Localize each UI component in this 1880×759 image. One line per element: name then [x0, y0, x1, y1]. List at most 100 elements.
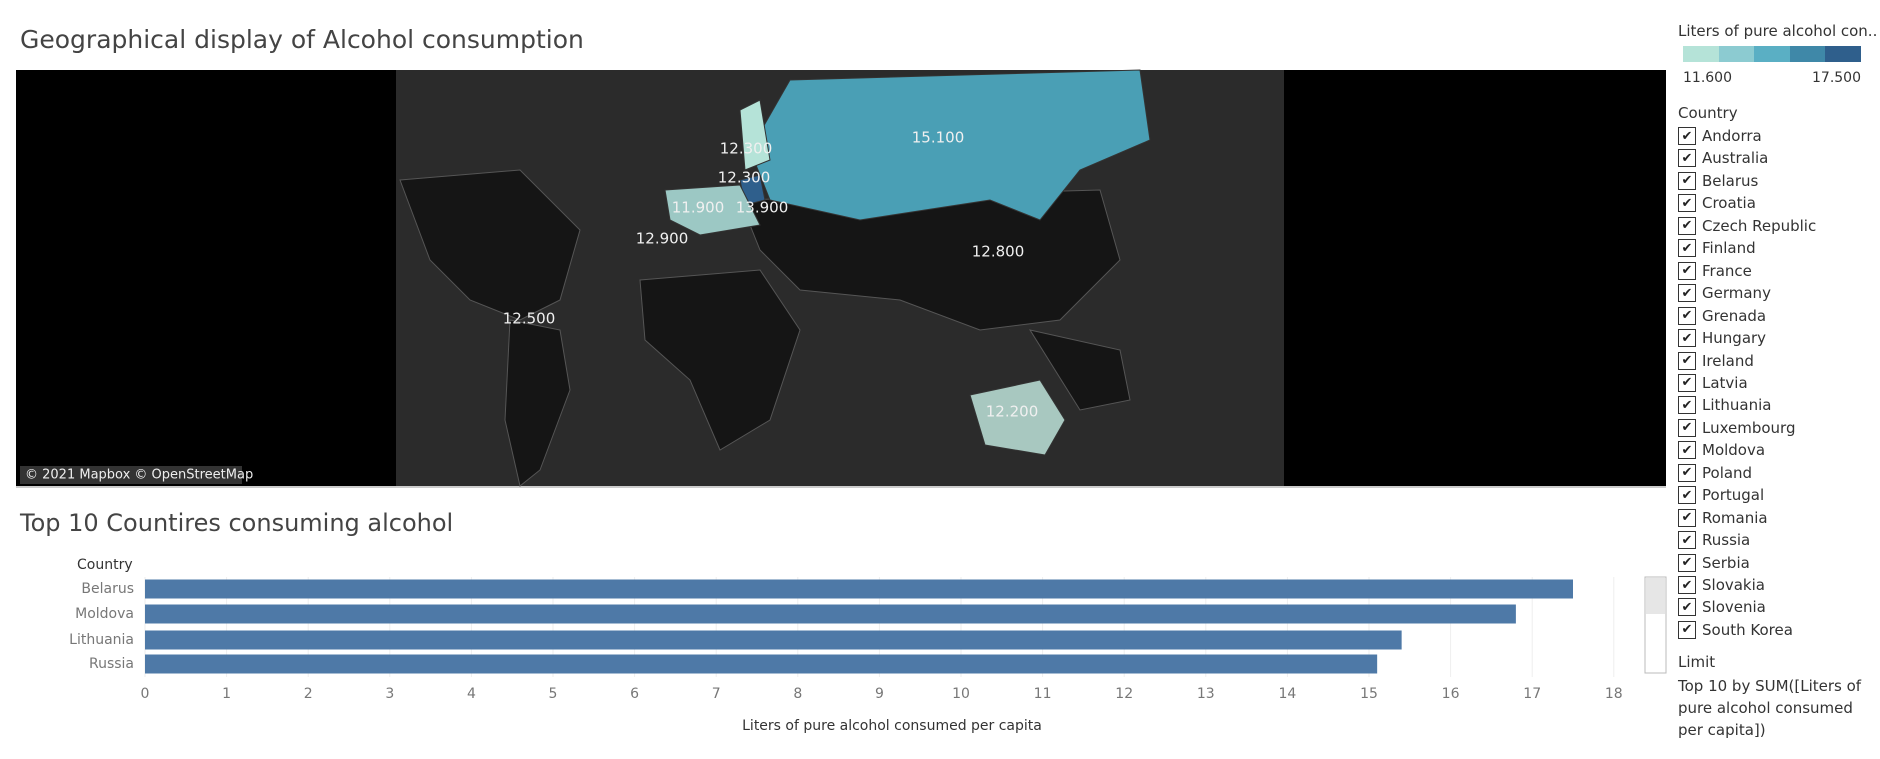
filter-label: Ireland: [1702, 351, 1754, 370]
filter-label: Grenada: [1702, 306, 1767, 325]
filter-item[interactable]: ✔ Latvia: [1678, 372, 1748, 394]
legend-title: Liters of pure alcohol con..: [1678, 22, 1878, 40]
scroll-thumb[interactable]: [1646, 578, 1665, 614]
x-tick-label: 15: [1360, 686, 1378, 702]
checkbox[interactable]: ✔: [1678, 598, 1696, 617]
x-tick-label: 8: [793, 686, 802, 702]
map-label: 12.900: [636, 230, 689, 248]
filter-item[interactable]: ✔ Portugal: [1678, 484, 1764, 506]
filter-item[interactable]: ✔ Luxembourg: [1678, 417, 1796, 439]
checkbox[interactable]: ✔: [1678, 486, 1696, 505]
filter-label: Lithuania: [1702, 396, 1772, 415]
filter-item[interactable]: ✔ Czech Republic: [1678, 215, 1816, 237]
checkbox[interactable]: ✔: [1678, 553, 1696, 572]
landmasses: [399, 169, 1131, 487]
map-title: Geographical display of Alcohol consumpt…: [20, 25, 584, 54]
map-label: 12.200: [986, 403, 1039, 421]
filter-item[interactable]: ✔ Grenada: [1678, 305, 1766, 327]
filter-label: Andorra: [1702, 127, 1762, 145]
ramp-swatch: [1825, 46, 1861, 62]
checkbox[interactable]: ✔: [1678, 441, 1696, 460]
filter-item[interactable]: ✔ Moldova: [1678, 439, 1765, 461]
x-tick-label: 6: [630, 686, 639, 702]
filter-item[interactable]: ✔ Romania: [1678, 507, 1768, 529]
filter-label: Slovakia: [1702, 576, 1765, 594]
filter-label: Portugal: [1702, 486, 1765, 505]
ramp-swatch: [1754, 46, 1790, 62]
filter-item[interactable]: ✔ Russia: [1678, 529, 1750, 551]
bar: [145, 604, 1516, 624]
y-axis-title: Country: [77, 557, 133, 573]
filter-item[interactable]: ✔ Slovakia: [1678, 574, 1765, 596]
attribution: © 2021 Mapbox © OpenStreetMap: [25, 468, 253, 483]
bar: [145, 579, 1573, 599]
checkbox[interactable]: ✔: [1678, 284, 1696, 303]
filter-item[interactable]: ✔ Ireland: [1678, 350, 1754, 372]
filter-label: Serbia: [1702, 553, 1750, 572]
checkbox[interactable]: ✔: [1678, 620, 1696, 639]
checkbox[interactable]: ✔: [1678, 216, 1696, 235]
filter-item[interactable]: ✔ Serbia: [1678, 552, 1750, 574]
checkbox[interactable]: ✔: [1678, 351, 1696, 370]
x-tick-label: 3: [385, 686, 394, 702]
filter-label: South Korea: [1702, 620, 1793, 639]
checkbox[interactable]: ✔: [1678, 261, 1696, 280]
map-label: 12.500: [503, 310, 556, 328]
legend-min: 11.600: [1683, 70, 1732, 86]
bar: [145, 630, 1402, 650]
x-tick-label: 13: [1197, 686, 1215, 702]
filter-item[interactable]: ✔ Belarus: [1678, 170, 1758, 192]
filter-item[interactable]: ✔ Hungary: [1678, 327, 1766, 349]
filter-label: Russia: [1702, 531, 1751, 550]
checkbox[interactable]: ✔: [1678, 508, 1696, 527]
limit-text: Top 10 by SUM([Liters of pure alcohol co…: [1678, 677, 1862, 739]
x-tick-label: 14: [1278, 686, 1296, 702]
map-label: 11.900: [672, 199, 725, 217]
x-tick-label: 1: [222, 686, 231, 702]
checkbox[interactable]: ✔: [1678, 239, 1696, 258]
filter-item[interactable]: ✔ Slovenia: [1678, 596, 1766, 618]
checkbox[interactable]: ✔: [1678, 171, 1696, 190]
x-tick-label: 9: [875, 686, 884, 702]
checkbox[interactable]: ✔: [1678, 463, 1696, 482]
filter-item[interactable]: ✔ Poland: [1678, 462, 1752, 484]
checkbox[interactable]: ✔: [1678, 329, 1696, 348]
checkbox[interactable]: ✔: [1678, 149, 1696, 168]
attribution-box: [20, 466, 242, 484]
filter-item[interactable]: ✔ Australia: [1678, 147, 1768, 169]
checkbox[interactable]: ✔: [1678, 576, 1696, 594]
x-tick-label: 12: [1115, 686, 1133, 702]
filter-label: Finland: [1702, 239, 1756, 258]
filter-item[interactable]: ✔ South Korea: [1678, 619, 1793, 641]
checkbox[interactable]: ✔: [1678, 306, 1696, 325]
checkbox[interactable]: ✔: [1678, 194, 1696, 213]
x-axis-title: Liters of pure alcohol consumed per capi…: [742, 718, 1042, 734]
limit-title: Limit: [1678, 653, 1716, 671]
checkbox[interactable]: ✔: [1678, 373, 1696, 392]
map-label: 12.300: [720, 140, 773, 158]
x-tick-label: 4: [467, 686, 476, 702]
filter-label: Slovenia: [1702, 598, 1766, 617]
x-tick-label: 16: [1442, 686, 1460, 702]
checkbox[interactable]: ✔: [1678, 531, 1696, 550]
filter-label: Luxembourg: [1702, 418, 1796, 437]
y-tick-label: Russia: [89, 656, 134, 672]
filter-label: Latvia: [1702, 373, 1748, 392]
checkbox[interactable]: ✔: [1678, 396, 1696, 415]
dashboard: Geographical display of Alcohol consumpt…: [16, 25, 1667, 734]
finland-region: [739, 99, 771, 171]
legend-max: 17.500: [1812, 70, 1861, 86]
filter-item[interactable]: ✔ Lithuania: [1678, 394, 1771, 416]
filter-item[interactable]: ✔ Germany: [1678, 282, 1771, 304]
checkbox[interactable]: ✔: [1678, 127, 1696, 145]
filter-item[interactable]: ✔ Croatia: [1678, 192, 1756, 214]
x-tick-label: 5: [549, 686, 558, 702]
filter-label: Moldova: [1702, 441, 1766, 460]
x-tick-label: 10: [952, 686, 970, 702]
checkbox[interactable]: ✔: [1678, 418, 1696, 437]
filter-item[interactable]: ✔ France: [1678, 260, 1752, 282]
x-tick-label: 0: [141, 686, 150, 702]
filter-item[interactable]: ✔ Finland: [1678, 237, 1756, 259]
filter-item[interactable]: ✔ Andorra: [1678, 125, 1762, 147]
color-ramp: [1683, 46, 1861, 62]
